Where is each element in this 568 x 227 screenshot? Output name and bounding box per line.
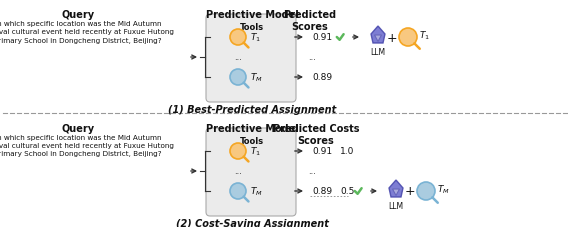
Circle shape [230, 183, 246, 199]
Text: Predictive Model: Predictive Model [206, 10, 298, 20]
Text: In which specific location was the Mid Autumn
Festival cultural event held recen: In which specific location was the Mid A… [0, 134, 174, 157]
Circle shape [230, 30, 246, 46]
Text: Tools: Tools [240, 23, 264, 32]
Text: 0.91: 0.91 [312, 33, 332, 42]
Text: (2) Cost-Saving Assignment: (2) Cost-Saving Assignment [176, 218, 328, 227]
Text: Predicted Costs
Scores: Predicted Costs Scores [273, 123, 359, 145]
Text: 0.91: 0.91 [312, 147, 332, 156]
Text: 0.5: 0.5 [340, 187, 354, 196]
Text: $T_M$: $T_M$ [437, 183, 450, 195]
Polygon shape [389, 180, 403, 197]
Polygon shape [374, 36, 382, 42]
Text: +: + [387, 31, 397, 44]
Text: ...: ... [234, 53, 242, 62]
Text: ...: ... [234, 167, 242, 176]
FancyBboxPatch shape [206, 15, 296, 103]
Circle shape [230, 143, 246, 159]
Text: Tools: Tools [240, 136, 264, 145]
Polygon shape [392, 189, 399, 196]
Circle shape [230, 70, 246, 86]
Text: Predictive Model: Predictive Model [206, 123, 298, 133]
Text: LLM: LLM [370, 48, 386, 57]
Text: ...: ... [308, 53, 316, 62]
Text: In which specific location was the Mid Autumn
Festival cultural event held recen: In which specific location was the Mid A… [0, 21, 174, 43]
Text: $T_M$: $T_M$ [250, 185, 263, 197]
FancyBboxPatch shape [206, 128, 296, 216]
Text: $T_1$: $T_1$ [250, 145, 261, 158]
Text: Query: Query [61, 123, 94, 133]
Text: 0.89: 0.89 [312, 187, 332, 196]
Text: Query: Query [61, 10, 94, 20]
Text: LLM: LLM [389, 201, 403, 210]
Text: (1) Best-Predicted Assignment: (1) Best-Predicted Assignment [168, 105, 336, 114]
Text: Predicted
Scores: Predicted Scores [283, 10, 337, 32]
Text: $T_1$: $T_1$ [419, 30, 430, 42]
Polygon shape [371, 27, 385, 44]
Text: +: + [404, 185, 415, 198]
Text: $T_M$: $T_M$ [250, 72, 263, 84]
Text: 0.89: 0.89 [312, 73, 332, 82]
Text: ...: ... [308, 167, 316, 176]
Text: $T_1$: $T_1$ [250, 32, 261, 44]
Circle shape [417, 182, 435, 200]
Circle shape [399, 29, 417, 47]
Text: 1.0: 1.0 [340, 147, 354, 156]
